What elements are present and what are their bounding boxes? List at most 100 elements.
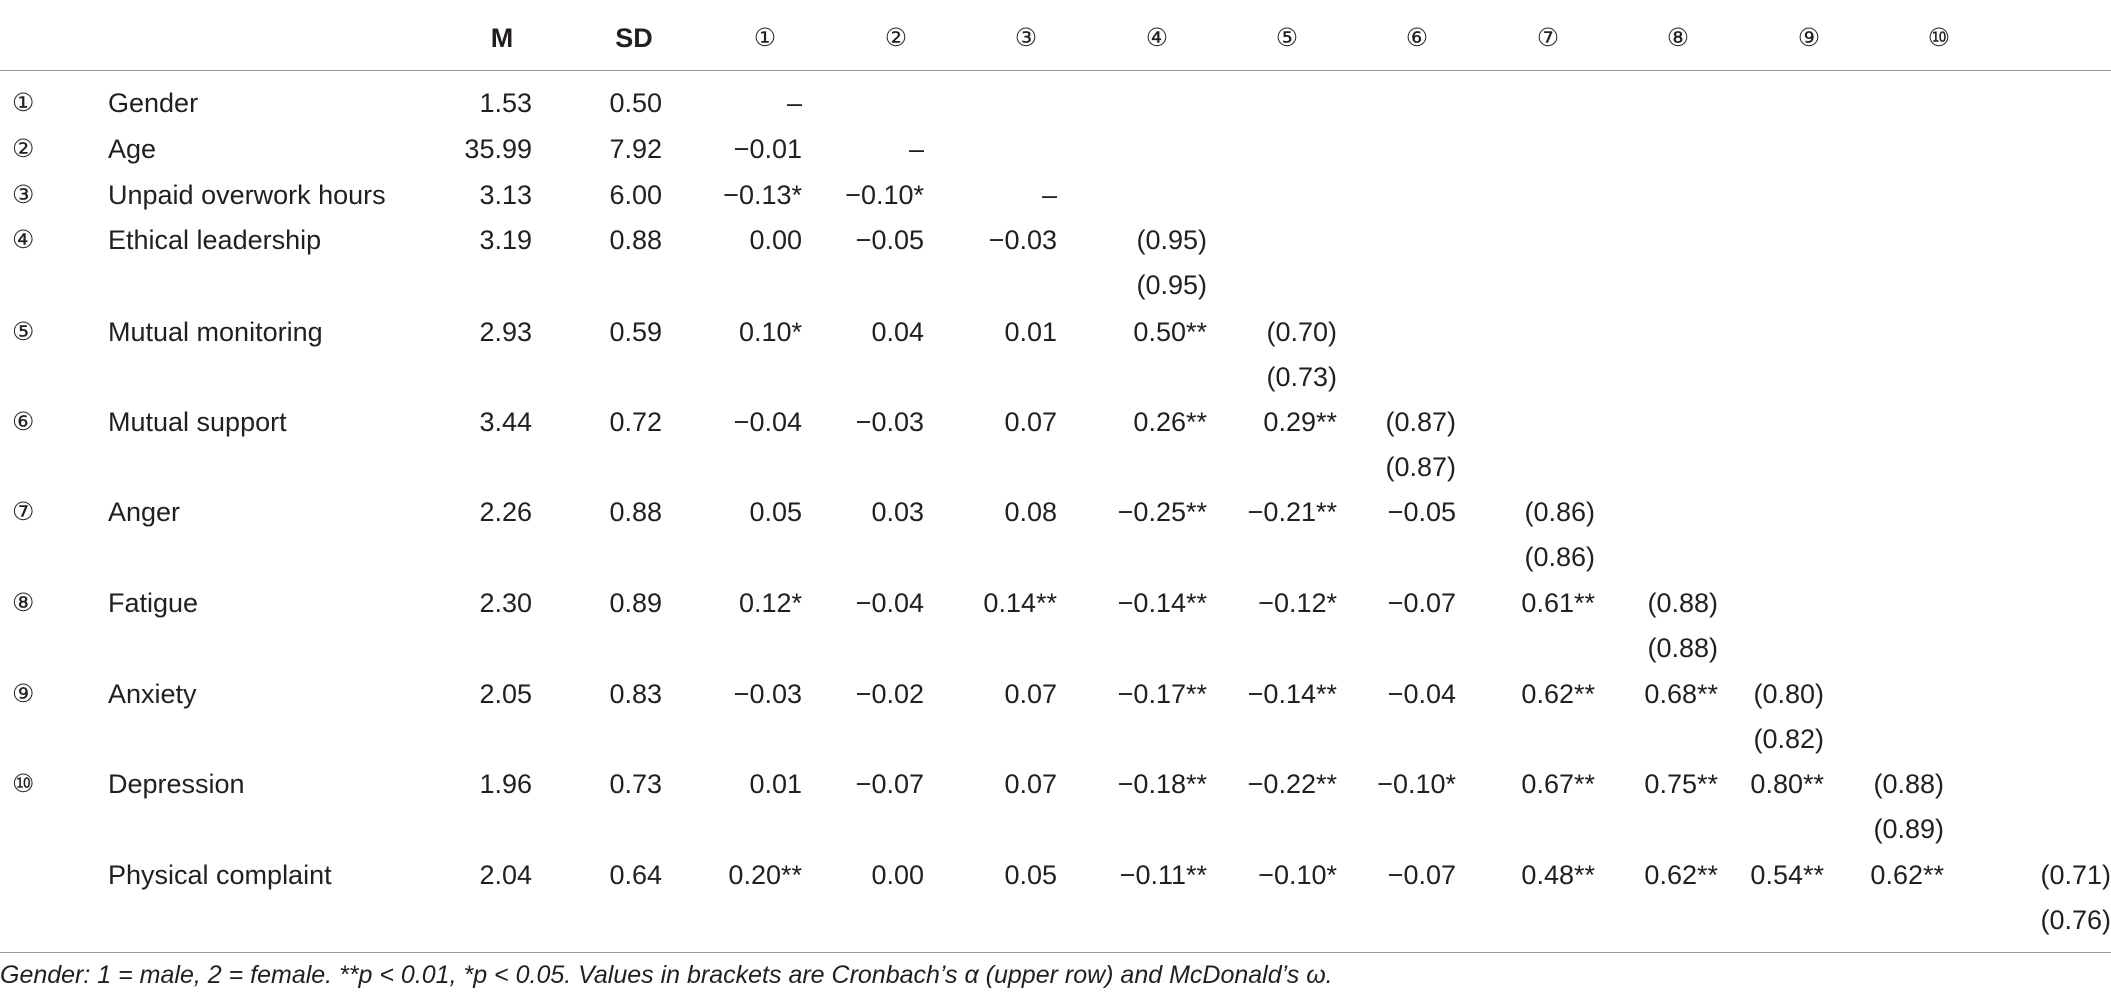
sd-cell: 0.64 (609, 860, 662, 890)
omega-cell: (0.87) (1385, 452, 1456, 482)
correlation-cell: 0.10* (738, 317, 802, 347)
mean-cell: 3.19 (479, 225, 532, 255)
correlation-cell: 0.04 (871, 317, 924, 347)
correlation-cell: 0.80** (1750, 769, 1824, 799)
correlation-cell: −0.05 (1387, 497, 1456, 527)
mean-cell: 3.13 (479, 180, 532, 210)
correlation-cell: −0.03 (988, 225, 1057, 255)
correlation-cell: 0.54** (1750, 860, 1824, 890)
correlation-cell: (0.80) (1753, 679, 1824, 709)
row-label: Age (108, 134, 157, 164)
row-number: ③ (12, 180, 35, 209)
correlation-cell: −0.11** (1119, 860, 1207, 890)
header-col-5: ⑤ (1275, 23, 1299, 52)
omega-cell: (0.88) (1647, 633, 1718, 663)
header-col-6: ⑥ (1405, 23, 1429, 52)
row-label: Gender (108, 88, 199, 118)
omega-cell: (0.86) (1524, 542, 1595, 572)
mean-cell: 2.93 (479, 317, 532, 347)
row-label: Physical complaint (108, 860, 332, 890)
omega-cell: (0.73) (1266, 362, 1337, 392)
row-label: Ethical leadership (108, 225, 322, 255)
correlation-cell: 0.01 (1004, 317, 1057, 347)
row-number: ⑤ (12, 317, 35, 346)
row-label: Mutual support (108, 407, 287, 437)
correlation-cell: −0.04 (855, 588, 924, 618)
correlation-cell: −0.14** (1247, 679, 1337, 709)
mean-cell: 3.44 (479, 407, 532, 437)
omega-cell: (0.76) (2040, 905, 2111, 935)
correlation-cell: – (1041, 180, 1057, 210)
correlation-cell: 0.48** (1521, 860, 1595, 890)
correlation-cell: −0.12* (1258, 588, 1337, 618)
correlation-cell: 0.20** (728, 860, 802, 890)
sd-cell: 0.88 (609, 497, 662, 527)
row-number: ⑦ (12, 497, 35, 526)
correlation-cell: 0.07 (1004, 407, 1057, 437)
row-number: ① (12, 88, 35, 117)
header-col-3: ③ (1014, 23, 1038, 52)
sd-cell: 0.73 (609, 769, 662, 799)
row-label: Anxiety (108, 679, 197, 709)
row-label: Depression (108, 769, 245, 799)
sd-cell: 0.83 (609, 679, 662, 709)
correlation-cell: 0.07 (1004, 769, 1057, 799)
mean-cell: 2.26 (479, 497, 532, 527)
mean-cell: 2.30 (479, 588, 532, 618)
correlation-cell: 0.26** (1133, 407, 1207, 437)
correlation-cell: −0.18** (1117, 769, 1207, 799)
correlation-cell: −0.07 (1387, 860, 1456, 890)
correlation-cell: 0.03 (871, 497, 924, 527)
correlation-cell: (0.86) (1524, 497, 1595, 527)
omega-cell: (0.82) (1753, 724, 1824, 754)
header-col-9: ⑨ (1797, 23, 1821, 52)
row-label: Unpaid overwork hours (108, 180, 386, 210)
sd-cell: 0.50 (609, 88, 662, 118)
row-number: ⑧ (12, 588, 35, 617)
correlation-cell: 0.29** (1263, 407, 1337, 437)
correlation-cell: 0.08 (1004, 497, 1057, 527)
correlation-cell: −0.07 (855, 769, 924, 799)
correlation-cell: −0.07 (1387, 588, 1456, 618)
correlation-cell: −0.21** (1247, 497, 1337, 527)
correlation-cell: 0.62** (1870, 860, 1944, 890)
correlation-cell: −0.04 (733, 407, 802, 437)
row-label: Fatigue (108, 588, 199, 618)
row-label: Mutual monitoring (108, 317, 323, 347)
mean-cell: 2.05 (479, 679, 532, 709)
sd-cell: 7.92 (609, 134, 662, 164)
correlation-cell: 0.01 (749, 769, 802, 799)
correlation-cell: (0.88) (1873, 769, 1944, 799)
correlation-cell: (0.71) (2040, 860, 2111, 890)
correlation-cell: 0.61** (1521, 588, 1595, 618)
correlation-cell: (0.95) (1136, 225, 1207, 255)
correlation-cell: −0.03 (855, 407, 924, 437)
correlation-cell: −0.01 (733, 134, 802, 164)
sd-cell: 6.00 (609, 180, 662, 210)
mean-cell: 1.53 (479, 88, 532, 118)
correlation-cell: 0.00 (871, 860, 924, 890)
correlation-cell: −0.14** (1117, 588, 1207, 618)
correlation-cell: −0.03 (733, 679, 802, 709)
top-rule (0, 70, 2111, 71)
row-label: Anger (108, 497, 181, 527)
row-number: ⑨ (12, 679, 35, 708)
sd-cell: 0.72 (609, 407, 662, 437)
correlation-cell: 0.75** (1644, 769, 1718, 799)
correlation-cell: (0.70) (1266, 317, 1337, 347)
correlation-cell: (0.88) (1647, 588, 1718, 618)
correlation-cell: 0.50** (1133, 317, 1207, 347)
correlation-cell: 0.68** (1644, 679, 1718, 709)
correlation-cell: 0.00 (749, 225, 802, 255)
correlation-cell: −0.22** (1247, 769, 1337, 799)
sd-cell: 0.59 (609, 317, 662, 347)
header-col-7: ⑦ (1536, 23, 1560, 52)
correlation-cell: −0.10* (1258, 860, 1337, 890)
row-number: ⑩ (12, 769, 35, 798)
row-number: ⑥ (12, 407, 35, 436)
correlation-cell: 0.07 (1004, 679, 1057, 709)
correlation-cell: −0.25** (1117, 497, 1207, 527)
omega-cell: (0.95) (1136, 270, 1207, 300)
correlation-cell: −0.17** (1117, 679, 1207, 709)
sd-cell: 0.88 (609, 225, 662, 255)
